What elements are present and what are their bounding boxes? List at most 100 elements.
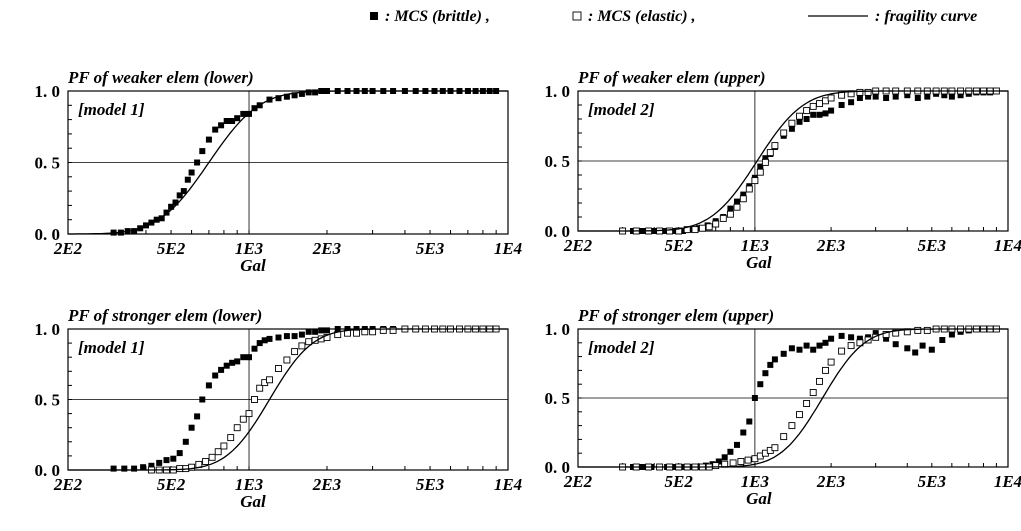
brittle-point xyxy=(172,199,179,206)
x-tick-label: 5E3 xyxy=(918,472,947,491)
x-axis-label: Gal xyxy=(746,253,772,272)
legend-brittle-marker xyxy=(370,12,378,20)
brittle-point xyxy=(176,192,183,199)
elastic-point xyxy=(251,396,258,403)
x-tick-label: 5E3 xyxy=(416,475,445,494)
x-tick-label: 1E4 xyxy=(494,475,522,494)
brittle-point xyxy=(170,455,177,462)
x-tick-label: 2E2 xyxy=(563,472,593,491)
y-tick-label: 1. 0 xyxy=(35,82,61,101)
brittle-point xyxy=(283,93,290,100)
brittle-point xyxy=(695,225,702,232)
brittle-point xyxy=(140,464,147,471)
elastic-point xyxy=(771,444,779,452)
brittle-point xyxy=(939,337,946,343)
panels: 0. 0 0. 5 1. 0 2E2 5E2 1E3 2E3 5E3 1E4 PF of weak… xyxy=(35,68,1021,511)
elastic-point xyxy=(827,358,835,366)
chart-panel: 0. 0 0. 5 1. 0 2E2 5E2 1E3 2E3 5E3 1E4 PF of weak… xyxy=(545,68,1021,272)
elastic-point xyxy=(266,376,273,384)
elastic-point xyxy=(698,224,706,232)
elastic-point xyxy=(239,415,247,423)
brittle-point xyxy=(803,116,810,122)
legend-brittle-label: : MCS (brittle) , xyxy=(385,8,490,25)
y-tick-label: 0. 0 xyxy=(545,458,571,477)
brittle-point xyxy=(199,148,206,155)
brittle-point xyxy=(324,327,330,334)
brittle-point xyxy=(298,90,305,97)
brittle-point xyxy=(828,335,835,342)
brittle-point xyxy=(240,354,247,361)
brittle-point xyxy=(957,92,964,99)
elastic-point xyxy=(796,411,803,419)
brittle-point xyxy=(275,334,282,341)
brittle-point xyxy=(928,346,935,353)
brittle-point xyxy=(746,418,753,425)
x-axis-label: Gal xyxy=(746,489,772,508)
x-tick-label: 1E3 xyxy=(235,239,264,258)
x-tick-label: 1E3 xyxy=(741,472,770,491)
brittle-point xyxy=(163,209,170,216)
brittle-point xyxy=(904,92,911,99)
brittle-point xyxy=(176,450,183,457)
x-tick-label: 1E4 xyxy=(994,236,1021,255)
elastic-point xyxy=(745,185,753,193)
x-tick-label: 2E3 xyxy=(816,236,846,255)
brittle-point xyxy=(788,125,795,132)
brittle-point xyxy=(872,330,879,337)
elastic-point xyxy=(202,458,210,465)
brittle-point xyxy=(856,335,863,342)
y-tick-label: 1. 0 xyxy=(545,320,571,339)
elastic-point xyxy=(847,90,855,98)
elastic-point xyxy=(827,94,835,102)
brittle-point xyxy=(948,93,955,100)
brittle-point xyxy=(751,395,758,401)
elastic-point xyxy=(220,442,228,450)
brittle-point xyxy=(872,93,879,100)
brittle-point xyxy=(305,328,312,335)
elastic-point xyxy=(892,329,900,337)
elastic-point xyxy=(705,223,713,231)
brittle-point xyxy=(883,335,890,342)
brittle-point xyxy=(740,429,747,436)
brittle-point xyxy=(757,381,764,388)
brittle-point xyxy=(121,465,128,472)
x-axis-label: Gal xyxy=(240,492,266,511)
y-tick-label: 0. 5 xyxy=(545,389,571,408)
brittle-point xyxy=(883,95,890,101)
brittle-point xyxy=(131,228,138,235)
brittle-point xyxy=(291,333,298,340)
fragility-curve xyxy=(68,328,508,471)
brittle-point xyxy=(816,111,823,118)
brittle-point xyxy=(671,228,678,234)
fragility-curve xyxy=(578,90,1008,232)
brittle-point xyxy=(234,358,241,365)
brittle-point xyxy=(110,465,117,472)
brittle-point xyxy=(796,118,803,125)
elastic-point xyxy=(809,102,817,110)
brittle-point xyxy=(275,95,282,102)
elastic-point xyxy=(666,227,674,235)
brittle-point xyxy=(163,457,170,464)
elastic-point xyxy=(275,365,282,372)
x-tick-label: 2E2 xyxy=(53,239,83,258)
elastic-point xyxy=(176,465,184,473)
brittle-point xyxy=(131,465,138,472)
brittle-point xyxy=(661,228,668,234)
elastic-point xyxy=(856,88,864,96)
brittle-point xyxy=(734,441,740,448)
brittle-point xyxy=(762,370,769,377)
brittle-point xyxy=(188,424,195,431)
brittle-point xyxy=(810,111,817,118)
elastic-point xyxy=(744,456,752,464)
x-tick-label: 1E4 xyxy=(994,472,1021,491)
y-tick-label: 0. 0 xyxy=(545,222,571,241)
brittle-point xyxy=(168,203,175,210)
brittle-point xyxy=(212,126,219,133)
chart-panel: 0. 0 0. 5 1. 0 2E2 5E2 1E3 2E3 5E3 1E4 PF of weak… xyxy=(35,68,523,275)
x-tick-label: 5E2 xyxy=(665,236,694,255)
brittle-point xyxy=(767,361,774,368)
brittle-point xyxy=(205,136,212,143)
elastic-point xyxy=(712,462,720,470)
x-tick-label: 5E3 xyxy=(918,236,947,255)
brittle-point xyxy=(816,342,823,349)
